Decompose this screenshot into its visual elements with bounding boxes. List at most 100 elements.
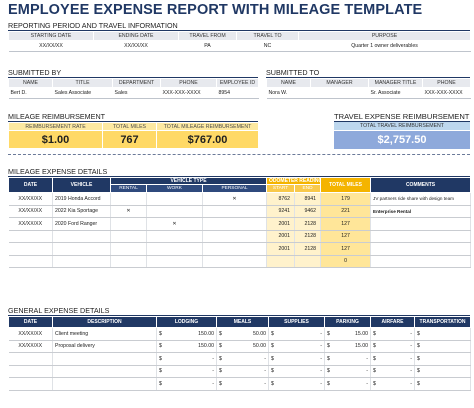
mileage-vehicle-cell[interactable] — [52, 242, 111, 256]
rental-check-cell[interactable] — [110, 255, 147, 268]
general-date-cell[interactable] — [8, 352, 53, 366]
comment-cell[interactable]: JV partners ride share with design team — [370, 192, 472, 206]
submitted-by-phone-value[interactable]: XXX-XXX-XXXX — [160, 87, 217, 99]
rental-check-cell[interactable] — [110, 242, 147, 256]
lodging-cell[interactable]: $150.00 — [156, 340, 217, 353]
parking-cell[interactable]: $ - — [324, 377, 371, 391]
comment-cell[interactable] — [370, 255, 472, 268]
personal-check-cell[interactable]: ✕ — [202, 192, 268, 206]
supplies-cell[interactable]: $ - — [268, 365, 325, 378]
transportation-cell[interactable]: $ — [414, 340, 471, 353]
odometer-start-cell[interactable]: 2001 — [266, 217, 296, 231]
work-check-cell[interactable] — [146, 192, 203, 206]
airfare-cell[interactable]: $ - — [370, 365, 415, 378]
meals-cell[interactable]: $50.00 — [216, 327, 269, 341]
work-check-cell[interactable] — [146, 230, 203, 243]
mileage-vehicle-cell[interactable] — [52, 230, 111, 243]
odometer-end-cell[interactable] — [294, 255, 322, 268]
meals-cell[interactable]: $50.00 — [216, 340, 269, 353]
odometer-end-cell[interactable]: 8941 — [294, 192, 322, 206]
lodging-cell[interactable]: $150.00 — [156, 327, 217, 341]
lodging-cell[interactable]: $ - — [156, 352, 217, 366]
submitted-to-phone-value[interactable]: XXX-XXX-XXXX — [422, 87, 471, 99]
reimbursement-rate-value[interactable]: $1.00 — [8, 130, 103, 149]
mileage-date-cell[interactable] — [8, 255, 53, 268]
description-cell[interactable] — [52, 365, 157, 378]
airfare-cell[interactable]: $ - — [370, 377, 415, 391]
starting-date-value[interactable]: XX/XX/XX — [8, 40, 94, 52]
parking-cell[interactable]: $15.00 — [324, 327, 371, 341]
odometer-start-cell[interactable]: 9241 — [266, 205, 296, 218]
comment-cell[interactable] — [370, 242, 472, 256]
meals-cell[interactable]: $ - — [216, 352, 269, 366]
supplies-cell[interactable]: $ - — [268, 352, 325, 366]
ending-date-value[interactable]: XX/XX/XX — [93, 40, 179, 52]
personal-check-cell[interactable] — [202, 242, 268, 256]
comment-cell[interactable] — [370, 217, 472, 231]
mileage-vehicle-cell[interactable] — [52, 255, 111, 268]
personal-check-cell[interactable] — [202, 217, 268, 231]
mileage-date-cell[interactable]: XX/XX/XX — [8, 205, 53, 218]
comment-cell[interactable]: Enterprise Rental — [370, 205, 472, 218]
mileage-vehicle-cell[interactable]: 2022 Kia Sportage — [52, 205, 111, 218]
transportation-cell[interactable]: $ — [414, 352, 471, 366]
work-check-cell[interactable]: ✕ — [146, 217, 203, 231]
work-check-cell[interactable] — [146, 242, 203, 256]
odometer-start-cell[interactable]: 8762 — [266, 192, 296, 206]
lodging-cell[interactable]: $ - — [156, 377, 217, 391]
submitted-by-title-value[interactable]: Sales Associate — [52, 87, 113, 99]
submitted-to-name-value[interactable]: Nora W. — [266, 87, 311, 99]
mileage-date-cell[interactable] — [8, 230, 53, 243]
work-check-cell[interactable] — [146, 255, 203, 268]
odometer-start-cell[interactable]: 2001 — [266, 230, 296, 243]
submitted-to-manager-title-value[interactable]: Sr. Associate — [368, 87, 423, 99]
airfare-cell[interactable]: $ - — [370, 352, 415, 366]
odometer-start-cell[interactable]: 2001 — [266, 242, 296, 256]
odometer-end-cell[interactable]: 2128 — [294, 217, 322, 231]
odometer-end-cell[interactable]: 2128 — [294, 230, 322, 243]
meals-cell[interactable]: $ - — [216, 365, 269, 378]
parking-cell[interactable]: $15.00 — [324, 340, 371, 353]
general-date-cell[interactable]: XX/XX/XX — [8, 340, 53, 353]
mileage-date-cell[interactable]: XX/XX/XX — [8, 217, 53, 231]
odometer-start-cell[interactable] — [266, 255, 296, 268]
general-date-cell[interactable] — [8, 365, 53, 378]
odometer-end-cell[interactable]: 9462 — [294, 205, 322, 218]
rental-check-cell[interactable] — [110, 192, 147, 206]
airfare-cell[interactable]: $ - — [370, 327, 415, 341]
parking-cell[interactable]: $ - — [324, 365, 371, 378]
personal-check-cell[interactable] — [202, 230, 268, 243]
personal-check-cell[interactable] — [202, 255, 268, 268]
rental-check-cell[interactable]: ✕ — [110, 205, 147, 218]
transportation-cell[interactable]: $ — [414, 377, 471, 391]
rental-check-cell[interactable] — [110, 217, 147, 231]
travel-from-value[interactable]: PA — [178, 40, 237, 52]
general-date-cell[interactable]: XX/XX/XX — [8, 327, 53, 341]
work-check-cell[interactable] — [146, 205, 203, 218]
submitted-by-name-value[interactable]: Bert D. — [8, 87, 53, 99]
supplies-cell[interactable]: $ - — [268, 377, 325, 391]
purpose-value[interactable]: Quarter 1 owner deliverables — [298, 40, 471, 52]
description-cell[interactable] — [52, 352, 157, 366]
lodging-cell[interactable]: $ - — [156, 365, 217, 378]
mileage-vehicle-cell[interactable]: 2020 Ford Ranger — [52, 217, 111, 231]
airfare-cell[interactable]: $ - — [370, 340, 415, 353]
travel-to-value[interactable]: NC — [236, 40, 299, 52]
transportation-cell[interactable]: $ — [414, 365, 471, 378]
submitted-by-employee-id-value[interactable]: 8954 — [216, 87, 259, 99]
transportation-cell[interactable]: $ — [414, 327, 471, 341]
personal-check-cell[interactable] — [202, 205, 268, 218]
mileage-date-cell[interactable]: XX/XX/XX — [8, 192, 53, 206]
supplies-cell[interactable]: $ - — [268, 340, 325, 353]
supplies-cell[interactable]: $ - — [268, 327, 325, 341]
mileage-date-cell[interactable] — [8, 242, 53, 256]
parking-cell[interactable]: $ - — [324, 352, 371, 366]
meals-cell[interactable]: $ - — [216, 377, 269, 391]
comment-cell[interactable] — [370, 230, 472, 243]
general-date-cell[interactable] — [8, 377, 53, 391]
description-cell[interactable] — [52, 377, 157, 391]
submitted-to-manager-value[interactable] — [310, 87, 369, 99]
description-cell[interactable]: Client meeting — [52, 327, 157, 341]
description-cell[interactable]: Proposal delivery — [52, 340, 157, 353]
rental-check-cell[interactable] — [110, 230, 147, 243]
